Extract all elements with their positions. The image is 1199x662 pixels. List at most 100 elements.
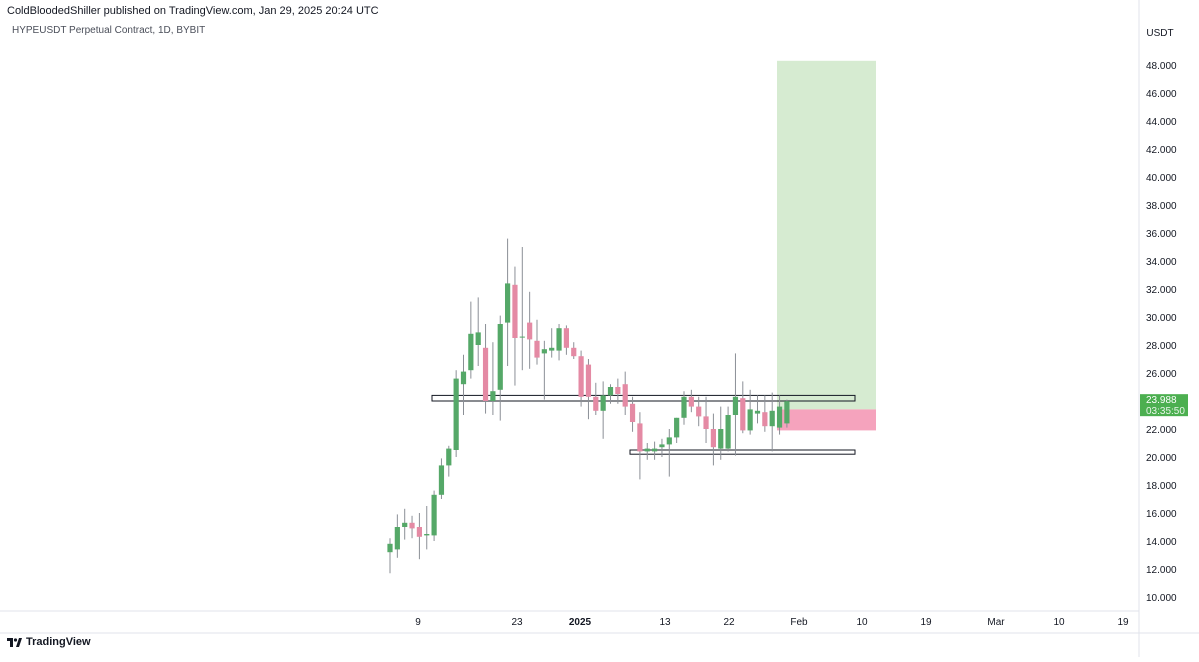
time-tick-label: 23 <box>511 617 523 628</box>
time-tick-label: 22 <box>723 617 735 628</box>
resistance-zone[interactable] <box>431 394 856 402</box>
candle-body[interactable] <box>681 396 687 418</box>
symbol-info: HYPEUSDT Perpetual Contract, 1D, BYBIT <box>12 25 206 36</box>
tradingview-logo-icon <box>7 636 22 648</box>
candle-body[interactable] <box>519 336 525 338</box>
time-tick-label: 13 <box>659 617 671 628</box>
candle-body[interactable] <box>402 522 408 527</box>
price-tick-label: 16.000 <box>1146 509 1177 520</box>
candle-body[interactable] <box>578 356 584 397</box>
candle-body[interactable] <box>710 429 716 448</box>
candle-body[interactable] <box>394 527 400 550</box>
last-price-value: 23.988 <box>1146 395 1177 406</box>
candle-body[interactable] <box>776 406 783 428</box>
candle-body[interactable] <box>725 415 731 449</box>
candle-body[interactable] <box>718 429 724 449</box>
candle-body[interactable] <box>629 403 636 422</box>
candle-body[interactable] <box>431 494 437 536</box>
candle-body[interactable] <box>784 401 790 424</box>
price-tick-label: 14.000 <box>1146 537 1177 548</box>
time-tick-label: 9 <box>415 617 421 628</box>
candle-body[interactable] <box>666 437 672 445</box>
candle-body[interactable] <box>512 284 518 338</box>
candle-body[interactable] <box>387 543 393 553</box>
candle-body[interactable] <box>659 444 665 448</box>
candle-body[interactable] <box>497 324 503 390</box>
candle-body[interactable] <box>446 448 452 466</box>
candle-body[interactable] <box>600 395 606 411</box>
candle-body[interactable] <box>460 371 467 385</box>
price-tick-label: 34.000 <box>1146 257 1177 268</box>
tradingview-brand: TradingView <box>26 636 91 648</box>
time-tick-label: 2025 <box>569 617 592 628</box>
last-price-label <box>1140 394 1188 417</box>
time-tick-label: Mar <box>987 617 1005 628</box>
candle-body[interactable] <box>482 347 489 401</box>
candle-body[interactable] <box>563 328 569 348</box>
candle-body[interactable] <box>622 384 628 407</box>
tradingview-logo[interactable]: TradingView <box>7 636 91 648</box>
candle-body[interactable] <box>593 396 599 411</box>
candle-body[interactable] <box>747 409 753 431</box>
time-tick-label: 10 <box>856 617 868 628</box>
candle-body[interactable] <box>754 410 761 414</box>
candle-body[interactable] <box>644 448 650 452</box>
time-tick-label: 19 <box>920 617 932 628</box>
candle-body[interactable] <box>769 410 775 427</box>
price-tick-label: 46.000 <box>1146 89 1177 100</box>
candle-body[interactable] <box>541 349 547 354</box>
candle-body[interactable] <box>453 378 459 450</box>
candle-body[interactable] <box>556 328 562 351</box>
candle-body[interactable] <box>571 347 577 357</box>
candle-body[interactable] <box>424 534 430 536</box>
price-tick-label: 32.000 <box>1146 285 1177 296</box>
candle-countdown: 03:35:50 <box>1146 406 1185 417</box>
time-tick-label: 10 <box>1053 617 1065 628</box>
support-zone[interactable] <box>629 449 856 455</box>
price-tick-label: 20.000 <box>1146 453 1177 464</box>
candle-body[interactable] <box>732 396 739 415</box>
price-tick-label: 36.000 <box>1146 229 1177 240</box>
candle-body[interactable] <box>703 416 709 429</box>
price-tick-label: 40.000 <box>1146 173 1177 184</box>
price-tick-label: 30.000 <box>1146 313 1177 324</box>
price-tick-label: 44.000 <box>1146 117 1177 128</box>
candle-body[interactable] <box>607 387 614 396</box>
candle-body[interactable] <box>490 391 496 401</box>
candle-body[interactable] <box>652 448 658 452</box>
candle-body[interactable] <box>505 283 511 323</box>
publish-info: ColdBloodedShiller published on TradingV… <box>7 5 379 17</box>
candle-body[interactable] <box>637 423 643 452</box>
candle-body[interactable] <box>438 465 445 495</box>
candle-body[interactable] <box>409 522 415 529</box>
candle-body[interactable] <box>740 398 746 431</box>
candle-body[interactable] <box>762 412 768 427</box>
time-tick-label: 19 <box>1117 617 1129 628</box>
candle-body[interactable] <box>615 387 621 394</box>
price-tick-label: 28.000 <box>1146 341 1177 352</box>
candle-body[interactable] <box>416 527 422 537</box>
candle-body[interactable] <box>527 322 533 340</box>
candle-body[interactable] <box>549 347 555 351</box>
time-tick-label: Feb <box>790 617 808 628</box>
stop-zone[interactable] <box>777 409 876 431</box>
price-axis-currency: USDT <box>1146 28 1173 39</box>
price-tick-label: 38.000 <box>1146 201 1177 212</box>
price-tick-label: 42.000 <box>1146 145 1177 156</box>
price-tick-label: 26.000 <box>1146 369 1177 380</box>
candle-body[interactable] <box>534 340 540 358</box>
candle-body[interactable] <box>688 396 694 407</box>
candle-body[interactable] <box>674 417 680 438</box>
target-zone[interactable] <box>777 60 876 410</box>
price-tick-label: 18.000 <box>1146 481 1177 492</box>
candle-body[interactable] <box>475 332 481 345</box>
candle-body[interactable] <box>468 333 474 371</box>
candle-body[interactable] <box>696 406 702 417</box>
price-tick-label: 22.000 <box>1146 425 1177 436</box>
candle-body[interactable] <box>585 364 592 397</box>
price-tick-label: 48.000 <box>1146 61 1177 72</box>
price-tick-label: 12.000 <box>1146 565 1177 576</box>
price-tick-label: 10.000 <box>1146 593 1177 604</box>
